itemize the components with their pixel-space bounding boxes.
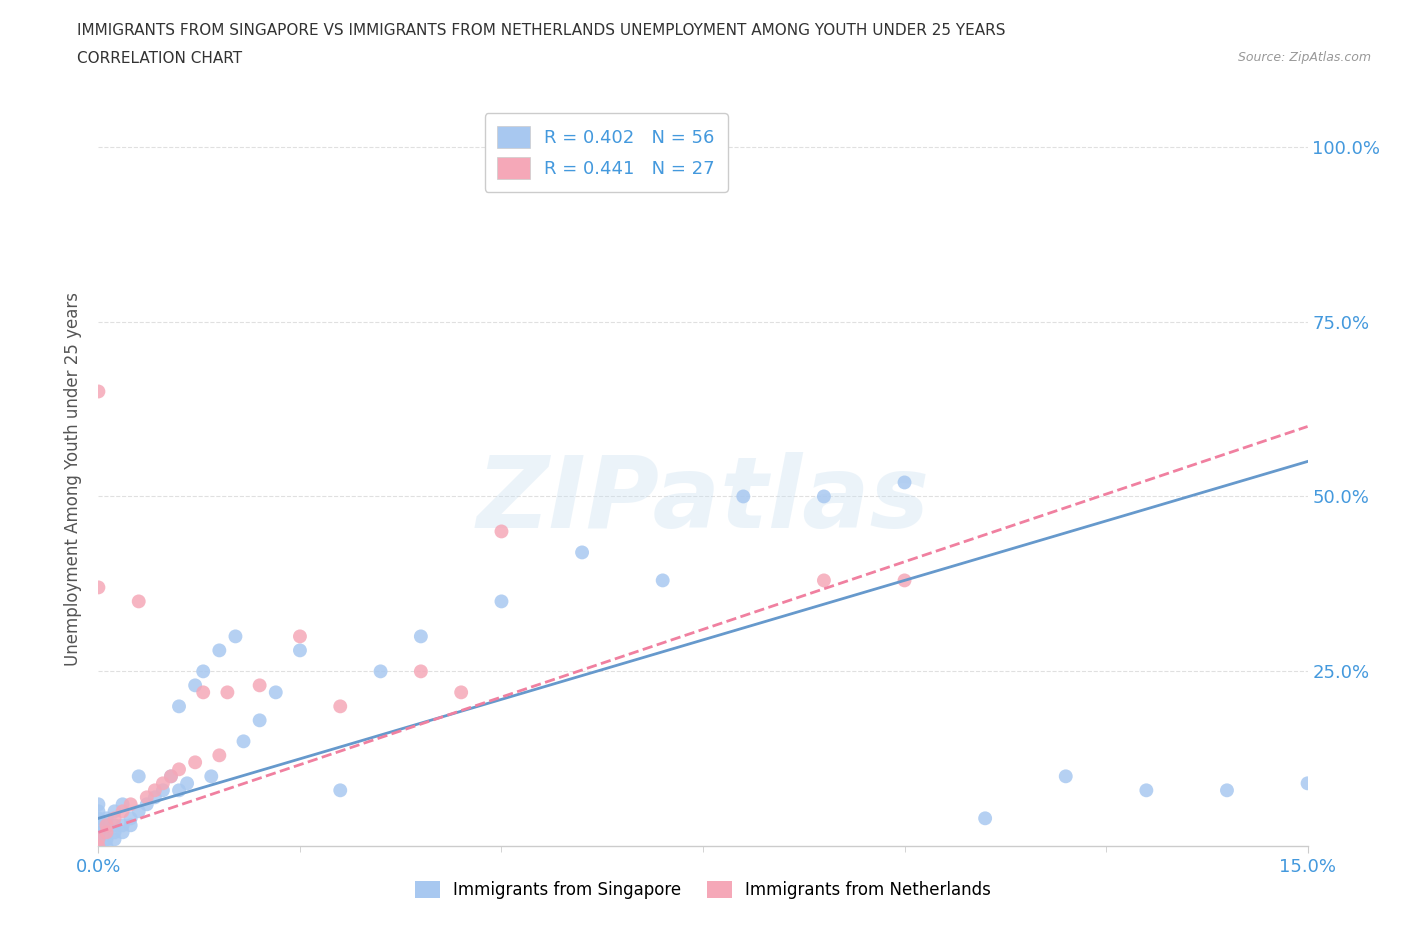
Point [87, 831, 110, 846]
Point [184, 678, 207, 693]
Point [167, 783, 190, 798]
Point [135, 797, 157, 812]
Point [329, 783, 352, 798]
Point [1054, 769, 1077, 784]
Point [974, 811, 997, 826]
Point [87, 580, 110, 595]
Point [87, 839, 110, 854]
Point [176, 776, 198, 790]
Point [264, 684, 287, 699]
Point [167, 762, 190, 777]
Point [184, 755, 207, 770]
Point [450, 684, 472, 699]
Point [733, 489, 755, 504]
Point [1135, 783, 1157, 798]
Point [160, 769, 183, 784]
Text: CORRELATION CHART: CORRELATION CHART [77, 51, 242, 66]
Legend: Immigrants from Singapore, Immigrants from Netherlands: Immigrants from Singapore, Immigrants fr… [406, 873, 1000, 908]
Point [491, 524, 513, 538]
Y-axis label: Unemployment Among Youth under 25 years: Unemployment Among Youth under 25 years [65, 292, 83, 666]
Point [103, 825, 125, 840]
Text: Source: ZipAtlas.com: Source: ZipAtlas.com [1237, 51, 1371, 64]
Point [96, 825, 118, 840]
Legend: R = 0.402   N = 56, R = 0.441   N = 27: R = 0.402 N = 56, R = 0.441 N = 27 [485, 113, 728, 192]
Point [193, 684, 215, 699]
Point [96, 839, 118, 854]
Point [87, 839, 110, 854]
Point [128, 594, 150, 609]
Point [160, 769, 183, 784]
Point [813, 573, 835, 588]
Point [143, 783, 166, 798]
Point [208, 748, 231, 763]
Point [96, 831, 118, 846]
Point [329, 699, 352, 714]
Point [409, 664, 432, 679]
Point [893, 573, 915, 588]
Point [87, 811, 110, 826]
Point [103, 811, 125, 826]
Point [120, 817, 142, 832]
Point [87, 817, 110, 832]
Point [103, 831, 125, 846]
Point [103, 817, 125, 832]
Point [1296, 776, 1319, 790]
Point [1216, 783, 1239, 798]
Point [87, 831, 110, 846]
Point [152, 776, 174, 790]
Point [893, 475, 915, 490]
Point [232, 734, 254, 749]
Point [111, 825, 134, 840]
Point [87, 831, 110, 846]
Point [111, 804, 134, 818]
Point [96, 825, 118, 840]
Point [87, 797, 110, 812]
Point [813, 489, 835, 504]
Point [143, 790, 166, 804]
Point [152, 783, 174, 798]
Point [208, 643, 231, 658]
Point [217, 684, 239, 699]
Point [111, 817, 134, 832]
Point [651, 573, 673, 588]
Point [491, 594, 513, 609]
Point [167, 699, 190, 714]
Point [87, 384, 110, 399]
Point [96, 817, 118, 832]
Point [249, 713, 271, 728]
Point [128, 804, 150, 818]
Point [288, 643, 311, 658]
Point [370, 664, 392, 679]
Point [249, 678, 271, 693]
Point [128, 769, 150, 784]
Point [571, 545, 593, 560]
Text: IMMIGRANTS FROM SINGAPORE VS IMMIGRANTS FROM NETHERLANDS UNEMPLOYMENT AMONG YOUT: IMMIGRANTS FROM SINGAPORE VS IMMIGRANTS … [77, 23, 1005, 38]
Point [120, 797, 142, 812]
Point [103, 804, 125, 818]
Point [87, 825, 110, 840]
Point [120, 811, 142, 826]
Point [87, 839, 110, 854]
Point [87, 839, 110, 854]
Text: ZIPatlas: ZIPatlas [477, 453, 929, 550]
Point [135, 790, 157, 804]
Point [224, 629, 246, 644]
Point [96, 817, 118, 832]
Point [200, 769, 222, 784]
Point [87, 804, 110, 818]
Point [111, 797, 134, 812]
Point [288, 629, 311, 644]
Point [96, 811, 118, 826]
Point [193, 664, 215, 679]
Point [409, 629, 432, 644]
